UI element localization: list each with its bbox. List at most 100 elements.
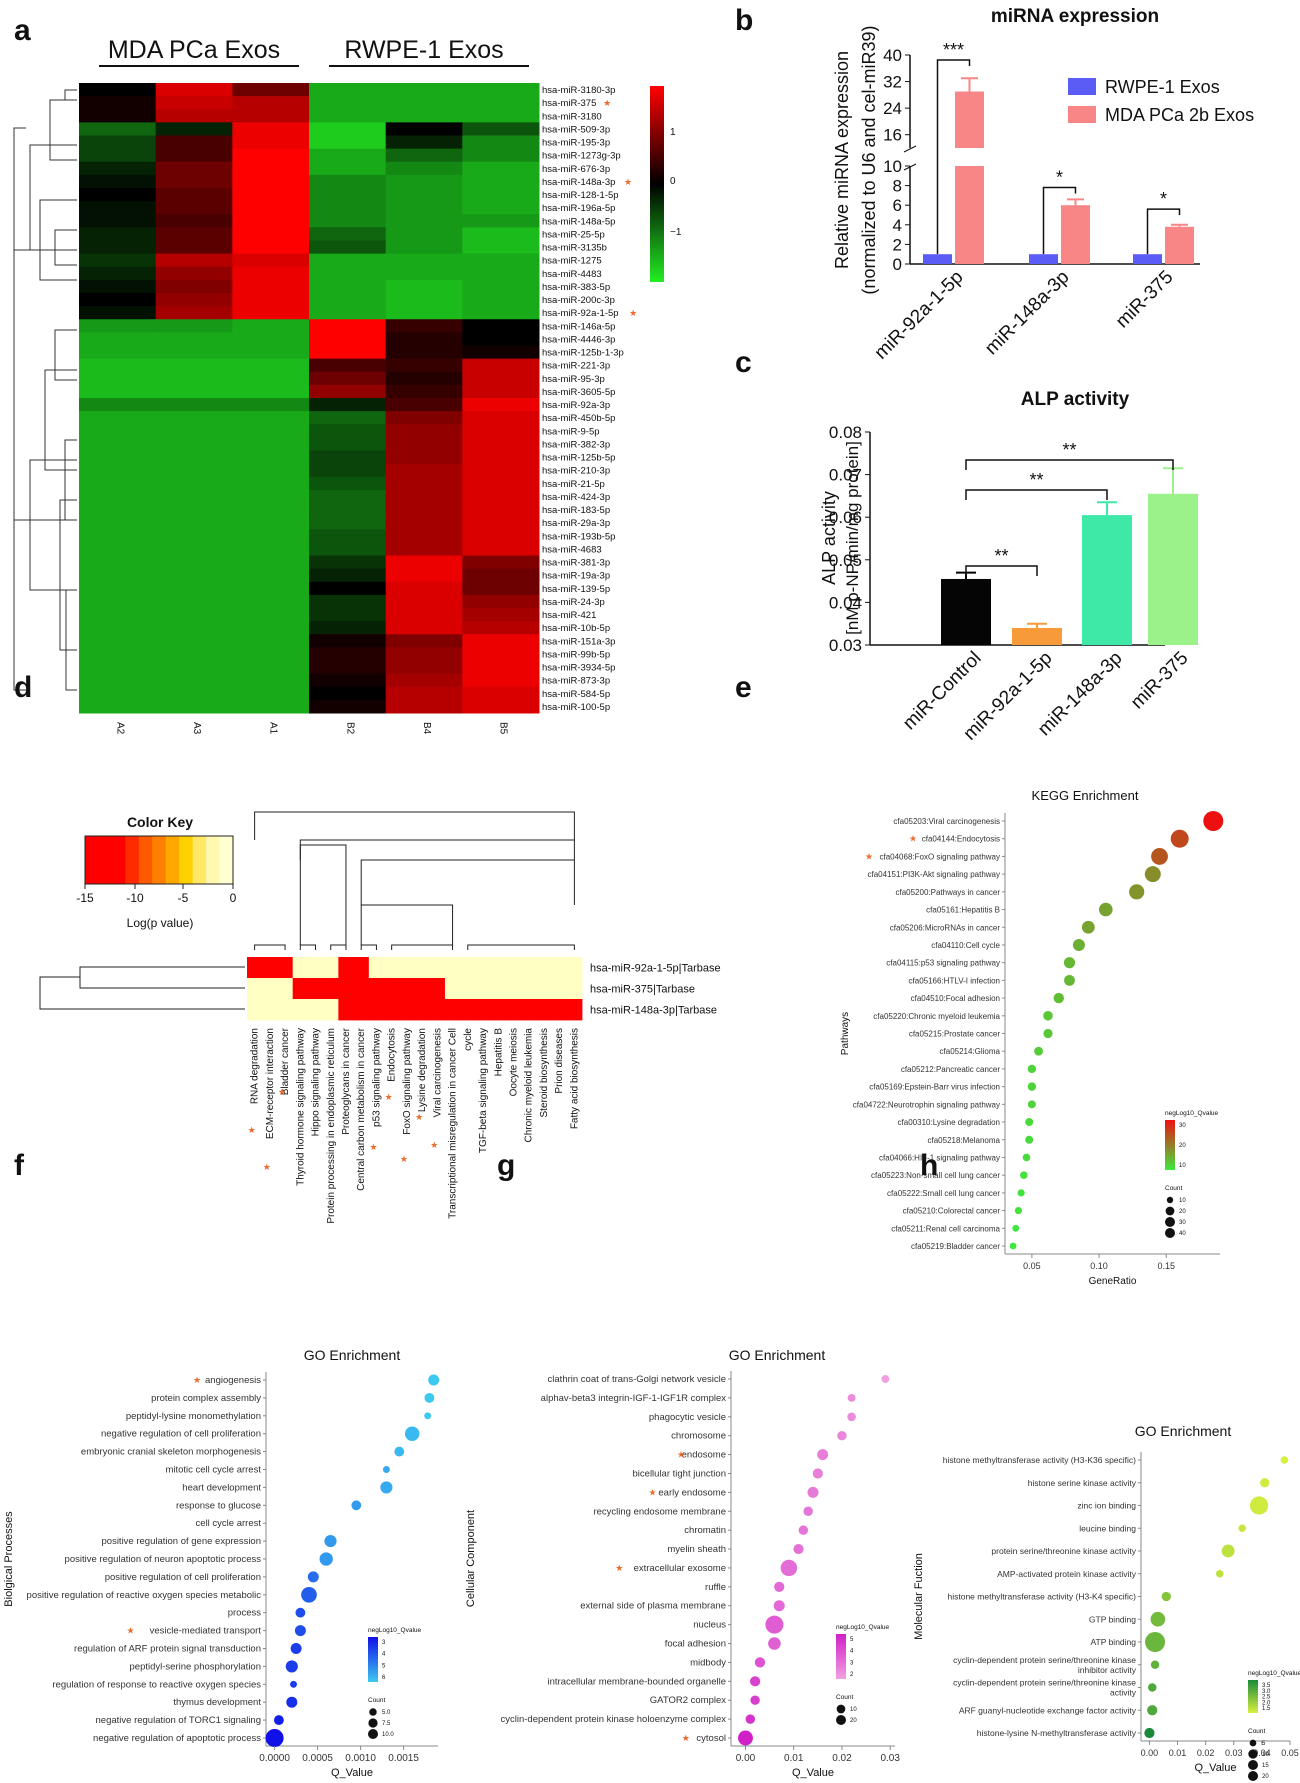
heatmap-cell — [462, 621, 540, 635]
y-tick-label: 24 — [883, 99, 902, 118]
heatmap-cell — [385, 424, 463, 438]
color-legend-bar — [368, 1637, 378, 1682]
heatmap-cell — [232, 476, 310, 491]
heatmap-cell — [155, 699, 233, 714]
category-label: recycling endosome membrane — [593, 1506, 726, 1517]
column-label: Bladder cancer — [280, 1027, 291, 1095]
heatmap-cell — [307, 957, 324, 979]
heatmap-cell — [232, 450, 310, 465]
category-label: cfa05223:Non-small cell lung cancer — [871, 1171, 1000, 1180]
category-label: histone serine kinase activity — [1028, 1478, 1137, 1488]
data-point — [1017, 1189, 1025, 1197]
significance-label: ** — [1062, 440, 1076, 460]
legend-tick: 6 — [382, 1675, 386, 1681]
category-label: GTP binding — [1089, 1614, 1136, 1624]
heatmap-cell — [232, 503, 310, 517]
heatmap-cell — [462, 293, 540, 307]
heatmap-cell — [309, 214, 387, 228]
heatmap-cell — [323, 957, 339, 979]
heatmap-cell — [79, 634, 157, 648]
heatmap-cell — [155, 122, 233, 136]
row-label: hsa-miR-19a-3p — [542, 571, 610, 582]
group-label: MDA PCa Exos — [108, 36, 280, 64]
row-label: hsa-miR-24-3p — [542, 597, 605, 608]
heatmap-cell — [385, 660, 463, 675]
color-legend-bar — [1165, 1120, 1175, 1170]
legend-title: Count — [1165, 1185, 1183, 1192]
row-label: hsa-miR-676-3p — [542, 164, 610, 175]
dendrogram-branch — [391, 944, 454, 950]
heatmap-cell — [232, 489, 310, 504]
legend-size-marker — [1165, 1228, 1175, 1238]
data-point — [1144, 1727, 1155, 1739]
heatmap-cell — [232, 266, 310, 281]
legend-tick: 3.0 — [1262, 1689, 1271, 1695]
legend-tick: 2.5 — [1262, 1695, 1271, 1701]
heatmap-cell — [79, 174, 157, 189]
legend-size-marker — [1166, 1196, 1174, 1204]
category-label: cfa05200:Pathways in cancer — [895, 888, 1000, 897]
heatmap-cell — [155, 319, 233, 333]
heatmap-cell — [309, 476, 387, 491]
heatmap-cell — [462, 240, 540, 255]
category-label: cfa05203:Viral carcinogenesis — [893, 817, 1000, 826]
data-point — [765, 1615, 784, 1634]
heatmap-cell — [79, 240, 157, 255]
category-label: focal adhesion — [665, 1639, 726, 1650]
data-point — [817, 1449, 829, 1461]
data-point — [295, 1607, 306, 1618]
heatmap-cell — [155, 227, 233, 241]
heatmap-cell — [155, 621, 233, 635]
category-label: peptidyl-serine phosphorylation — [130, 1661, 262, 1672]
heatmap-cell — [475, 957, 492, 979]
category-label: ATP binding — [1090, 1637, 1136, 1647]
column-label: Proteoglycans in cancer — [341, 1027, 352, 1134]
heatmap-cell — [79, 699, 157, 714]
chart-title: miRNA expression — [991, 6, 1159, 27]
heatmap-cell — [79, 293, 157, 307]
heatmap-cell — [232, 371, 310, 386]
significance-bracket — [965, 489, 1108, 500]
heatmap-cell — [232, 621, 310, 635]
y-tick-label: 40 — [883, 46, 902, 65]
legend-title: Count — [836, 1694, 854, 1701]
y-axis-label: (normalized to U6 and cel-miR39) — [859, 25, 879, 294]
legend-tick: 20 — [850, 1718, 857, 1724]
heatmap-cell — [462, 476, 540, 491]
heatmap-cell — [385, 686, 463, 701]
heatmap-cell — [385, 621, 463, 635]
category-label: cfa05210:Colorectal cancer — [903, 1207, 1001, 1216]
heatmap-cell — [385, 358, 463, 373]
heatmap-cell — [247, 999, 263, 1021]
heatmap-cell — [323, 978, 339, 1000]
legend-size-marker — [1165, 1206, 1175, 1216]
y-tick-label: 0.05 — [829, 551, 862, 570]
heatmap-cell — [79, 647, 157, 661]
panel-letter: d — [14, 671, 32, 704]
heatmap-cell — [551, 999, 568, 1021]
heatmap-cell — [462, 634, 540, 648]
category-label: cfa04510:Focal adhesion — [911, 994, 1000, 1003]
heatmap-cell — [155, 174, 233, 189]
heatmap-cell — [309, 594, 387, 609]
x-tick-label: 0.0015 — [388, 1753, 419, 1764]
row-label: hsa-miR-221-3p — [542, 361, 610, 372]
heatmap-cell — [155, 306, 233, 320]
heatmap-cell — [521, 999, 537, 1021]
heatmap-cell — [232, 358, 310, 373]
heatmap-cell — [309, 266, 387, 281]
heatmap-cell — [385, 503, 463, 517]
heatmap-cell — [232, 555, 310, 570]
panel-f-dot-plot: GO Enrichment angiogenesis ★ protein comple… — [3, 1347, 440, 1779]
bar — [955, 166, 984, 264]
heatmap-cell — [385, 240, 463, 255]
chart-title: GO Enrichment — [1135, 1423, 1232, 1439]
category-label: chromosome — [671, 1431, 726, 1442]
category-label: positive regulation of neuron apoptotic … — [65, 1554, 262, 1565]
heatmap-cell — [292, 957, 309, 979]
category-label: heart development — [182, 1482, 261, 1493]
legend-size-marker — [369, 1708, 377, 1716]
color-key-swatch — [98, 836, 113, 884]
data-point — [812, 1468, 823, 1479]
row-label: hsa-miR-195-3p — [542, 138, 610, 149]
